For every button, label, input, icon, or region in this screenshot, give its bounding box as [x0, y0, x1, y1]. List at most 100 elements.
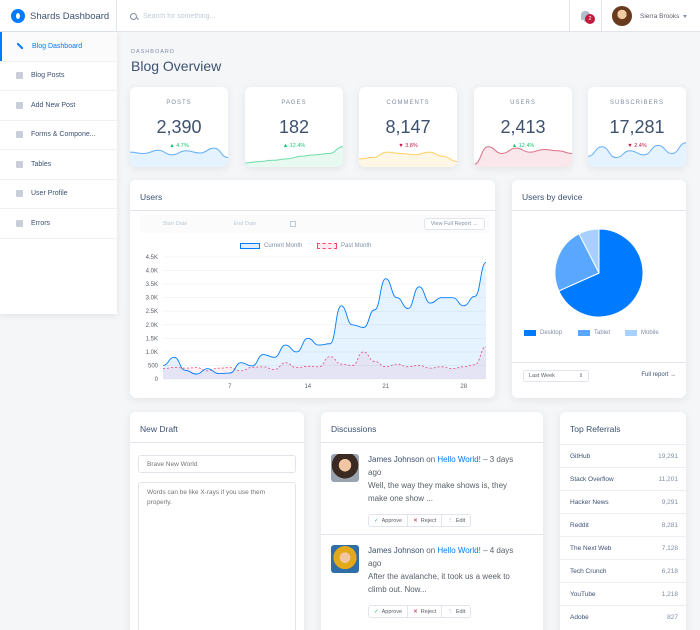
stat-sparkline [474, 146, 572, 167]
pie-slice-desktop[interactable] [558, 228, 644, 318]
referral-row[interactable]: GitHub 19,291 [560, 444, 686, 467]
stat-value: 182 [278, 117, 310, 137]
edit-icon [16, 42, 24, 50]
sparkline-line [359, 151, 457, 163]
draft-body-textarea[interactable] [138, 482, 296, 630]
x-tick-label: 28 [460, 384, 467, 390]
edit-button[interactable]: ⋮ Edit [442, 606, 470, 617]
legend-swatch [578, 330, 590, 336]
sidebar-item-tables[interactable]: Tables [0, 150, 117, 180]
view-full-report-button[interactable]: View Full Report → [423, 218, 485, 230]
sparkline-area [474, 146, 572, 167]
sidebar-item-blog-dashboard[interactable]: Blog Dashboard [0, 32, 117, 62]
notifications-button[interactable]: 2 [569, 0, 601, 32]
approve-button[interactable]: ✓ Approve [369, 515, 409, 526]
stat-value: 17,281 [609, 117, 665, 137]
reject-button[interactable]: ✕ Reject [408, 515, 443, 526]
discussion-author[interactable]: James Johnson [368, 455, 425, 464]
legend-tablet[interactable]: Tablet [578, 330, 610, 336]
discussion-author[interactable]: James Johnson [368, 546, 425, 555]
draft-title-input[interactable] [138, 455, 296, 473]
series-area-current-month [163, 262, 486, 379]
stat-change: ▼ 2.4% [627, 143, 647, 149]
date-range: Start Date End Date [140, 215, 490, 233]
discussion-text: Well, the way they make shows is, they m… [368, 481, 508, 503]
discussion-item: James Johnson on Hello World! – 3 days a… [331, 454, 531, 534]
new-draft-card: New Draft [130, 412, 304, 630]
reject-label: Reject [420, 608, 437, 615]
discussion-post-link[interactable]: Hello World! [437, 546, 481, 555]
legend-current-month[interactable]: Current Month [240, 243, 302, 249]
sidebar-item-label: User Profile [31, 190, 68, 198]
period-select[interactable]: Last Week ⇕ [523, 370, 589, 382]
referral-row[interactable]: Reddit 8,281 [560, 513, 686, 536]
y-tick-label: 500 [148, 363, 159, 369]
notification-badge: 2 [585, 14, 595, 24]
pie-slice-tablet[interactable] [554, 233, 600, 292]
referral-name: The Next Web [570, 544, 612, 552]
x-tick-label: 14 [304, 384, 311, 390]
period-select-value: Last Week [529, 373, 555, 379]
legend-label: Desktop [540, 330, 563, 336]
check-icon: ✓ [374, 608, 379, 615]
referral-row[interactable]: YouTube 1,218 [560, 582, 686, 605]
sidebar-item-blog-posts[interactable]: Blog Posts [0, 62, 117, 91]
series-line-current-month [162, 261, 487, 375]
reject-button[interactable]: ✕ Reject [408, 606, 443, 617]
approve-button[interactable]: ✓ Approve [369, 606, 409, 617]
sparkline-line [588, 142, 686, 159]
series-line-past-month [162, 346, 487, 372]
search-icon [130, 12, 137, 20]
close-icon: ✕ [413, 608, 418, 615]
brand[interactable]: Shards Dashboard [0, 0, 117, 32]
close-icon: ✕ [413, 517, 418, 524]
referrals-card-title: Top Referrals [570, 424, 621, 434]
referral-row[interactable]: The Next Web 7,128 [560, 536, 686, 559]
stat-change: ▲ 12.4% [282, 143, 306, 149]
shards-logo-icon [11, 9, 25, 23]
users-by-device-card: Users by device Desktop Tablet Mobile La… [512, 180, 686, 398]
legend-desktop[interactable]: Desktop [524, 330, 562, 336]
sidebar-item-label: Add New Post [31, 101, 76, 109]
legend-label: Mobile [641, 330, 659, 336]
sidebar-item-forms-components[interactable]: Forms & Compone... [0, 121, 117, 150]
referral-row[interactable]: Adobe 827 [560, 605, 686, 628]
discussion-text: After the avalanche, it took us a week t… [368, 572, 510, 594]
discussion-item: James Johnson on Hello World! – 4 days a… [331, 545, 531, 625]
y-tick-label: 2.5K [146, 309, 158, 315]
referral-row[interactable]: Tech Crunch 6,218 [560, 559, 686, 582]
sparkline-area [130, 148, 228, 167]
users-card: Users Start Date End Date View Full Repo… [130, 180, 495, 398]
y-tick-label: 1.0K [146, 350, 158, 356]
sidebar-item-add-new-post[interactable]: Add New Post [0, 91, 117, 121]
full-report-link[interactable]: Full report → [641, 372, 676, 378]
stat-card-subscribers: SUBSCRIBERS 17,281 ▼ 2.4% [588, 87, 686, 167]
calendar-icon[interactable] [290, 221, 296, 227]
divider [130, 210, 495, 211]
end-date-input[interactable]: End Date [233, 221, 257, 227]
x-tick-label: 7 [228, 384, 232, 390]
legend-past-month[interactable]: Past Month [317, 243, 371, 249]
search-bar [117, 0, 557, 32]
divider [321, 534, 543, 535]
sidebar-item-user-profile[interactable]: User Profile [0, 180, 117, 209]
sidebar-item-label: Blog Dashboard [32, 42, 83, 50]
more-icon: ⋮ [447, 608, 453, 615]
stat-card-users: USERS 2,413 ▲ 12.4% [474, 87, 572, 167]
stat-change-value: 3.8% [405, 143, 418, 149]
discussion-post-link[interactable]: Hello World! [437, 455, 481, 464]
legend-mobile[interactable]: Mobile [625, 330, 659, 336]
sidebar-item-errors[interactable]: Errors [0, 209, 117, 239]
user-menu[interactable]: Sierra Brooks [601, 0, 700, 32]
search-input[interactable] [143, 12, 443, 20]
approve-label: Approve [381, 608, 403, 615]
referral-value: 6,218 [661, 567, 678, 575]
pie-slice-mobile[interactable] [578, 228, 600, 274]
sparkline-area [245, 146, 343, 167]
referral-row[interactable]: Hacker News 9,291 [560, 490, 686, 513]
referral-row[interactable]: Stack Overflow 11,201 [560, 467, 686, 490]
start-date-input[interactable]: Start Date [162, 221, 188, 227]
edit-button[interactable]: ⋮ Edit [442, 515, 470, 526]
error-icon [16, 219, 23, 227]
users-card-title: Users [140, 192, 163, 202]
